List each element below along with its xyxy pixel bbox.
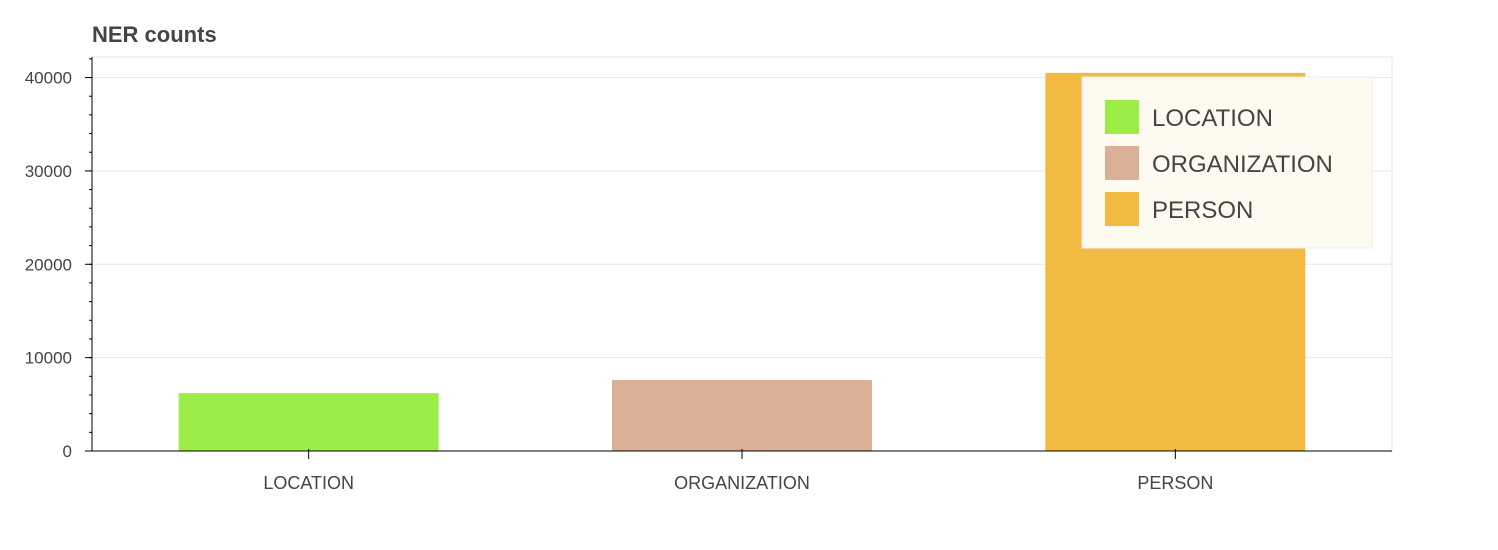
y-tick-label: 20000 bbox=[25, 255, 72, 274]
y-tick-label: 10000 bbox=[25, 349, 72, 368]
legend-swatch-location bbox=[1105, 100, 1139, 134]
axes-layer: 0 10000 20000 30000 40000 LOCATION ORGANIZATIO… bbox=[25, 57, 1392, 493]
legend-swatch-person bbox=[1105, 192, 1139, 226]
bar-location bbox=[178, 393, 439, 451]
y-tick-label: 40000 bbox=[25, 69, 72, 88]
y-tick-label: 0 bbox=[63, 442, 72, 461]
x-tick-label: ORGANIZATION bbox=[674, 473, 810, 493]
legend: LOCATION ORGANIZATION PERSON bbox=[1081, 76, 1373, 249]
bar-organization bbox=[612, 380, 872, 451]
legend-label-person: PERSON bbox=[1152, 197, 1253, 224]
x-tick-label: LOCATION bbox=[263, 473, 354, 493]
y-tick-label: 30000 bbox=[25, 162, 72, 181]
chart-title: NER counts bbox=[92, 22, 217, 47]
x-tick-label: PERSON bbox=[1137, 473, 1213, 493]
legend-label-organization: ORGANIZATION bbox=[1152, 151, 1333, 178]
legend-swatch-organization bbox=[1105, 146, 1139, 180]
legend-label-location: LOCATION bbox=[1152, 105, 1273, 132]
